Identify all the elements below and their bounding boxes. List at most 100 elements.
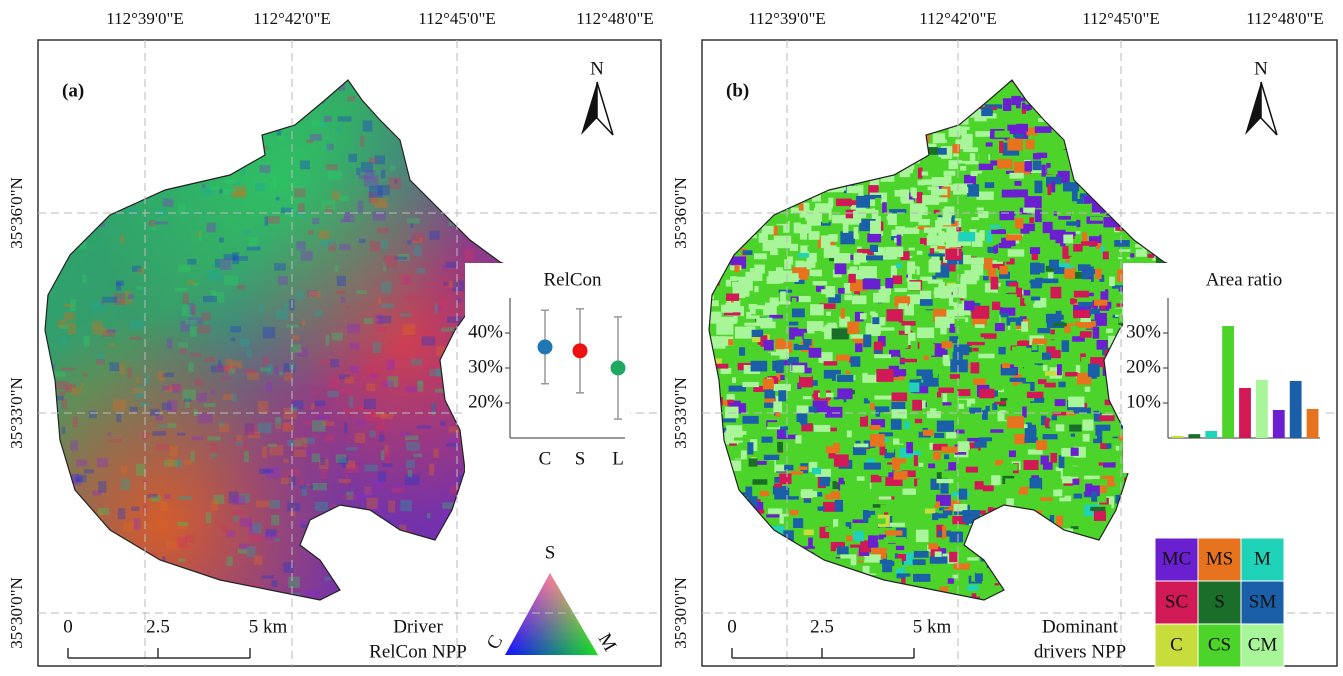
scale-label: 0 [63, 616, 73, 637]
texture [412, 238, 423, 243]
texture [352, 566, 355, 569]
texture [355, 570, 359, 576]
texture [349, 396, 353, 407]
patch [891, 419, 902, 430]
patch [718, 575, 723, 586]
patch [743, 531, 757, 542]
texture [449, 427, 459, 433]
texture [506, 540, 520, 550]
lon-label: 112°42'0"E [919, 9, 997, 28]
patch [1030, 247, 1040, 254]
patch [1143, 189, 1158, 194]
patch [872, 317, 879, 324]
patch [885, 103, 902, 111]
patch [1063, 296, 1067, 302]
patch [1063, 182, 1079, 191]
texture [447, 388, 457, 393]
texture [488, 560, 494, 566]
texture [60, 338, 67, 344]
patch [732, 183, 740, 194]
patch [953, 286, 967, 299]
patch [885, 166, 902, 173]
texture [132, 388, 144, 394]
patch [901, 352, 912, 358]
patch [1155, 481, 1167, 486]
texture [276, 197, 280, 200]
patch [1071, 448, 1079, 456]
patch [812, 134, 818, 143]
patch [751, 167, 762, 178]
texture [156, 264, 161, 267]
patch [1016, 572, 1030, 582]
patch [713, 270, 725, 274]
legend-label: MC [1162, 548, 1192, 569]
texture [355, 433, 365, 443]
texture [51, 404, 61, 413]
patch [1077, 553, 1090, 560]
patch [1181, 495, 1189, 504]
patch [735, 224, 746, 237]
patch [1123, 536, 1135, 545]
patch [1031, 91, 1037, 100]
texture [131, 141, 142, 147]
patch [820, 155, 835, 161]
patch [717, 577, 731, 587]
patch [855, 590, 872, 602]
patch [870, 104, 885, 108]
patch [1032, 153, 1041, 159]
patch [1055, 399, 1066, 406]
texture [136, 286, 143, 289]
patch [1124, 561, 1136, 572]
patch [710, 527, 725, 539]
texture [358, 533, 372, 541]
patch [1170, 90, 1186, 96]
patch [1100, 190, 1107, 195]
texture [378, 298, 381, 304]
patch [736, 584, 749, 594]
texture [405, 124, 411, 131]
texture [471, 101, 481, 107]
patch [1073, 227, 1081, 231]
patch [705, 563, 722, 568]
patch [878, 360, 893, 364]
patch [1149, 87, 1163, 99]
texture [517, 504, 522, 516]
patch [1021, 566, 1031, 570]
texture [63, 149, 67, 153]
patch [1047, 168, 1057, 174]
texture [338, 537, 343, 544]
patch [726, 293, 739, 300]
patch [724, 515, 740, 524]
texture [68, 323, 76, 335]
texture [45, 396, 56, 407]
texture [119, 548, 123, 556]
texture [302, 319, 306, 325]
texture [199, 581, 208, 593]
patch [825, 597, 843, 604]
texture [133, 134, 146, 138]
patch [848, 274, 855, 283]
patch [991, 475, 1000, 485]
patch [943, 510, 953, 515]
scale-label: 2.5 [810, 616, 834, 637]
patch [1033, 98, 1037, 105]
patch [843, 221, 849, 233]
patch [967, 184, 979, 197]
patch [785, 106, 799, 112]
texture [94, 353, 105, 357]
patch [912, 107, 928, 116]
texture [475, 493, 486, 498]
texture [433, 597, 443, 605]
patch [744, 183, 750, 195]
patch [1111, 87, 1127, 97]
patch [922, 195, 939, 205]
texture [312, 420, 326, 431]
patch [953, 563, 969, 569]
texture [376, 427, 387, 434]
texture [205, 357, 215, 362]
texture [194, 169, 207, 178]
patch [906, 84, 914, 94]
y-tick-label: 20% [1126, 356, 1161, 377]
patch [733, 579, 740, 584]
patch [863, 279, 881, 289]
